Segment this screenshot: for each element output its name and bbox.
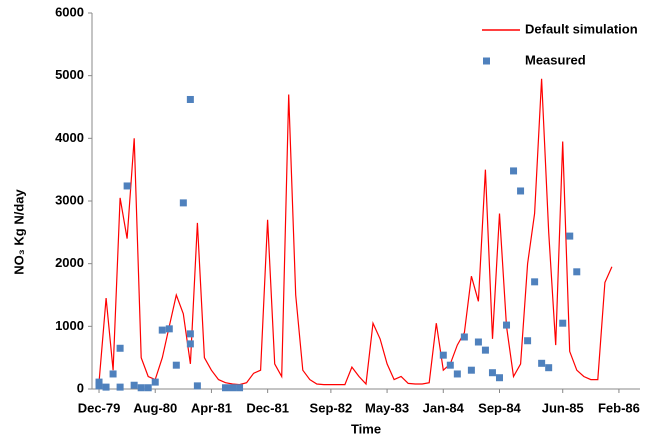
measured-point (102, 383, 110, 391)
legend-swatch (483, 57, 490, 65)
measured-point (460, 333, 468, 341)
measured-point (467, 366, 475, 374)
measured-point (495, 374, 503, 382)
measured-point (186, 95, 194, 103)
measured-point (158, 326, 166, 334)
simulation-line (98, 78, 613, 386)
measured-point (573, 268, 581, 276)
y-tick-label: 0 (77, 380, 84, 395)
x-tick-label: Jan-84 (423, 400, 465, 415)
measured-point (446, 361, 454, 369)
measured-point (130, 381, 138, 389)
measured-point (193, 382, 201, 390)
measured-point (524, 337, 532, 345)
legend-label: Default simulation (525, 21, 638, 36)
measured-point (137, 384, 145, 392)
measured-point (503, 321, 511, 329)
measured-point (186, 340, 194, 348)
measured-point (531, 278, 539, 286)
measured-point (109, 370, 117, 378)
y-tick-label: 1000 (55, 318, 84, 333)
measured-point (116, 344, 124, 352)
y-axis-label: NO₃ Kg N/day (11, 188, 26, 274)
x-axis-label: Time (351, 421, 381, 436)
measured-point (123, 182, 131, 190)
measured-point (566, 232, 574, 240)
measured-point (510, 167, 518, 175)
measured-point (517, 187, 525, 195)
y-tick-label: 2000 (55, 255, 84, 270)
x-tick-label: Sep-82 (310, 400, 353, 415)
measured-point (439, 351, 447, 359)
measured-point (236, 384, 244, 392)
x-tick-label: Dec-81 (246, 400, 289, 415)
measured-point (95, 378, 103, 386)
y-tick-label: 3000 (55, 192, 84, 207)
measured-point (229, 384, 237, 392)
measured-point (538, 359, 546, 367)
measured-point (172, 361, 180, 369)
measured-point (179, 199, 187, 207)
legend-label: Measured (525, 52, 586, 67)
measured-point (165, 325, 173, 333)
measured-point (151, 378, 159, 386)
measured-point (545, 364, 553, 372)
measured-point (144, 384, 152, 392)
y-tick-label: 4000 (55, 130, 84, 145)
measured-point (481, 346, 489, 354)
measured-point (116, 383, 124, 391)
x-tick-label: Feb-86 (598, 400, 640, 415)
y-tick-label: 5000 (55, 67, 84, 82)
measured-point (453, 370, 461, 378)
measured-point (186, 330, 194, 338)
measured-point (488, 369, 496, 377)
x-tick-label: Sep-84 (478, 400, 521, 415)
x-tick-label: Jun-85 (542, 400, 584, 415)
x-tick-label: Apr-81 (191, 400, 232, 415)
measured-point (221, 384, 229, 392)
y-tick-label: 6000 (55, 4, 84, 19)
measured-point (95, 382, 103, 390)
x-tick-label: Aug-80 (133, 400, 177, 415)
x-tick-label: Dec-79 (78, 400, 121, 415)
x-tick-label: May-83 (365, 400, 409, 415)
measured-point (474, 338, 482, 346)
measured-point (559, 319, 567, 327)
